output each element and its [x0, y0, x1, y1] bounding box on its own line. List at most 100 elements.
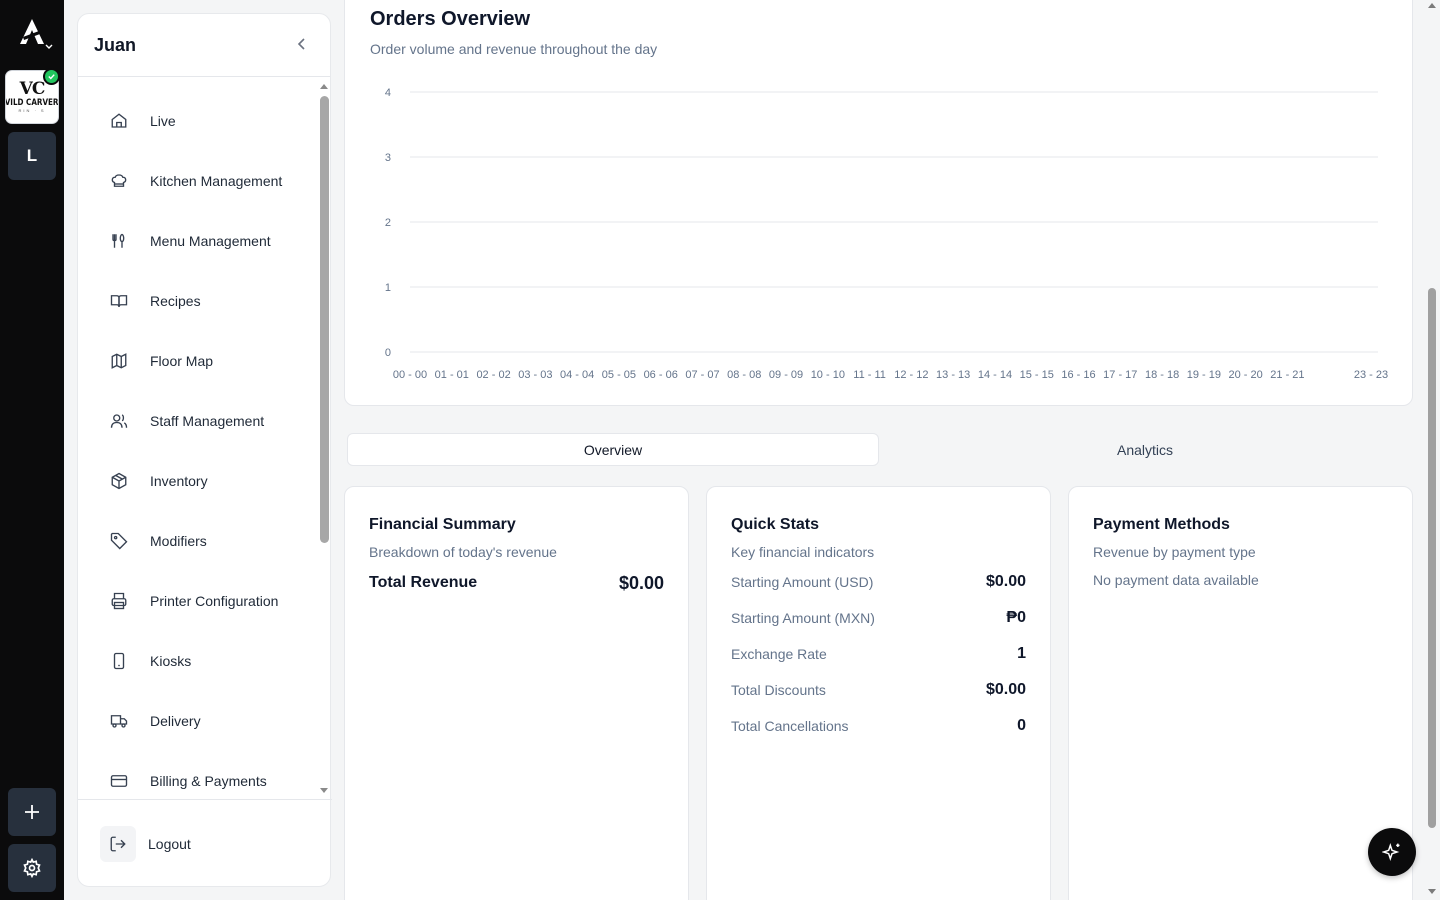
sidebar-item-label: Modifiers [150, 533, 207, 549]
app-logo-button[interactable] [10, 12, 54, 52]
sidebar: Juan Live Kitchen Management Menu Manage… [77, 13, 332, 887]
stat-label: Total Cancellations [731, 718, 849, 734]
ai-assistant-button[interactable] [1368, 828, 1416, 876]
sidebar-item-delivery[interactable]: Delivery [100, 701, 310, 741]
printer-icon [111, 592, 127, 610]
chef-hat-icon [111, 174, 127, 187]
stat-value: ₱0 [1006, 609, 1026, 626]
tag-icon [110, 532, 128, 550]
stat-label: Total Discounts [731, 682, 826, 698]
card-title: Quick Stats [731, 516, 820, 533]
logout-button[interactable]: Logout [100, 826, 191, 862]
sidebar-item-printer-configuration[interactable]: Printer Configuration [100, 581, 310, 621]
sidebar-item-label: Billing & Payments [150, 773, 267, 789]
sidebar-item-label: Menu Management [150, 233, 271, 249]
x-tick-label: 02 - 02 [476, 369, 510, 381]
sidebar-item-billing-payments[interactable]: Billing & Payments [100, 761, 310, 800]
logout-icon [110, 836, 126, 852]
financial-summary-card: Financial Summary Breakdown of today's r… [344, 486, 689, 900]
card-subtitle: Revenue by payment type [1093, 544, 1256, 560]
app-logo-icon [20, 19, 44, 44]
sidebar-item-kitchen-management[interactable]: Kitchen Management [100, 161, 310, 201]
x-tick-label: 14 - 14 [978, 369, 1012, 381]
sidebar-item-label: Floor Map [150, 353, 214, 369]
sidebar-item-live[interactable]: Live [100, 101, 310, 141]
sidebar-item-modifiers[interactable]: Modifiers [100, 521, 310, 561]
utensils-icon [112, 233, 125, 248]
gear-icon [23, 858, 41, 878]
chart-title: Orders Overview [370, 8, 531, 30]
stat-row: Starting Amount (USD) $0.00 [731, 572, 1026, 592]
brand-monogram: VC [19, 79, 46, 99]
x-tick-label: 08 - 08 [727, 369, 761, 381]
settings-button[interactable] [8, 844, 56, 892]
credit-card-icon [110, 775, 128, 787]
payment-methods-card: Payment Methods Revenue by payment type … [1068, 486, 1413, 900]
sidebar-item-staff-management[interactable]: Staff Management [100, 401, 310, 441]
scroll-down-arrow-icon[interactable] [320, 788, 328, 793]
sidebar-item-label: Live [150, 113, 176, 129]
x-tick-label: 19 - 19 [1187, 369, 1221, 381]
sidebar-item-label: Kiosks [150, 653, 192, 669]
x-tick-label: 11 - 11 [853, 369, 886, 381]
stat-value: $0.00 [985, 681, 1026, 698]
chevron-left-icon[interactable] [296, 37, 308, 51]
main-scrollbar[interactable] [1424, 0, 1440, 900]
app-rail: VC VILD CARVER RIN · S L [0, 0, 64, 900]
x-tick-label: 20 - 20 [1229, 369, 1263, 381]
scroll-up-arrow-icon[interactable] [1428, 3, 1436, 8]
x-tick-label: 15 - 15 [1020, 369, 1054, 381]
card-title: Payment Methods [1093, 516, 1230, 533]
sidebar-item-label: Kitchen Management [150, 173, 283, 189]
y-tick-label: 3 [385, 152, 391, 164]
sidebar-item-menu-management[interactable]: Menu Management [100, 221, 310, 261]
sidebar-item-kiosks[interactable]: Kiosks [100, 641, 310, 681]
add-location-button[interactable] [8, 788, 56, 836]
x-tick-label: 03 - 03 [518, 369, 552, 381]
sidebar-footer: Logout [78, 799, 332, 887]
y-tick-label: 4 [385, 87, 391, 99]
scroll-up-arrow-icon[interactable] [320, 84, 328, 89]
sidebar-item-floor-map[interactable]: Floor Map [100, 341, 310, 381]
stat-label: Starting Amount (USD) [731, 574, 874, 590]
card-subtitle: Key financial indicators [731, 544, 875, 560]
book-open-icon [110, 295, 128, 308]
quick-stats-card: Quick Stats Key financial indicators Sta… [706, 486, 1051, 900]
sidebar-scrollbar[interactable] [318, 82, 329, 796]
sidebar-item-recipes[interactable]: Recipes [100, 281, 310, 321]
user-name: Juan [94, 34, 137, 55]
card-title: Financial Summary [369, 516, 516, 533]
orders-overview-card: Orders Overview Order volume and revenue… [344, 0, 1413, 406]
sidebar-item-label: Inventory [150, 473, 208, 489]
tablet-icon [113, 652, 125, 670]
x-tick-label: 06 - 06 [644, 369, 678, 381]
logout-label: Logout [148, 836, 191, 852]
stat-label: Starting Amount (MXN) [731, 610, 875, 626]
dashboard-tabs: Overview Analytics [344, 430, 1413, 470]
total-revenue-label: Total Revenue [369, 574, 478, 591]
sidebar-item-label: Printer Configuration [150, 593, 279, 609]
tab-overview[interactable]: Overview [347, 433, 879, 466]
sidebar-header: Juan [78, 14, 330, 77]
x-tick-label: 12 - 12 [894, 369, 928, 381]
y-tick-label: 2 [385, 217, 391, 229]
users-icon [110, 414, 128, 428]
stat-row: Exchange Rate 1 [731, 644, 1026, 664]
plus-icon [25, 805, 39, 819]
y-tick-label: 0 [385, 347, 391, 359]
tab-analytics[interactable]: Analytics [1116, 441, 1174, 458]
sidebar-item-label: Recipes [150, 293, 201, 309]
x-tick-label: 17 - 17 [1103, 369, 1137, 381]
location-tile[interactable]: L [8, 132, 56, 180]
sidebar-item-inventory[interactable]: Inventory [100, 461, 310, 501]
x-tick-label: 00 - 00 [393, 369, 427, 381]
sidebar-scroll-thumb[interactable] [320, 96, 329, 543]
x-tick-label: 04 - 04 [560, 369, 594, 381]
main-scroll-thumb[interactable] [1428, 288, 1436, 828]
scroll-down-arrow-icon[interactable] [1428, 889, 1436, 894]
package-icon [111, 472, 127, 490]
stat-row: Starting Amount (MXN) ₱0 [731, 608, 1026, 628]
x-tick-label: 09 - 09 [769, 369, 803, 381]
home-icon [111, 113, 127, 128]
sidebar-nav: Live Kitchen Management Menu Management … [78, 78, 332, 800]
